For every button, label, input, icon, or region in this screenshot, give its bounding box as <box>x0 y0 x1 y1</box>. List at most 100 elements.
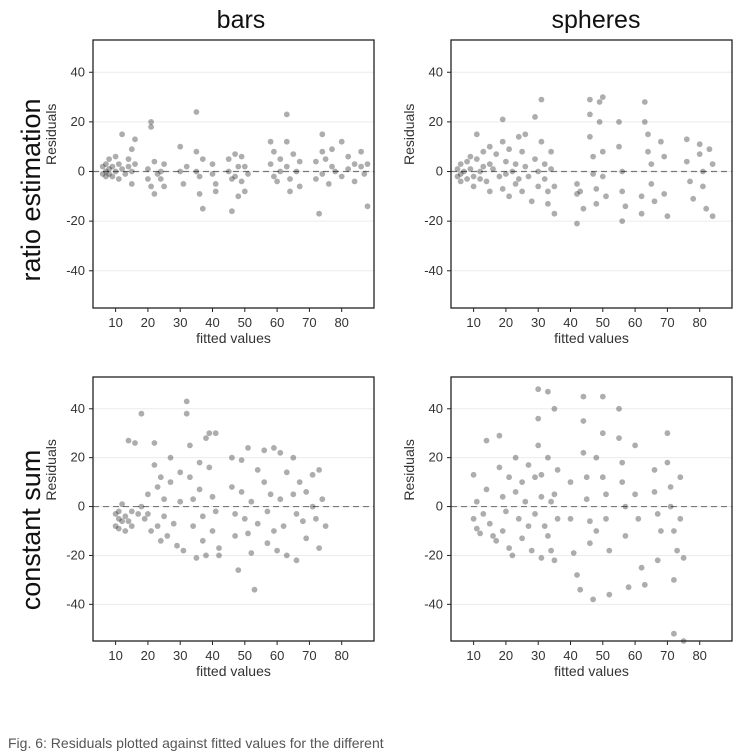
y-tick-label: -20 <box>66 213 85 228</box>
data-point <box>457 161 464 168</box>
data-point <box>638 193 645 200</box>
data-point <box>477 530 483 537</box>
data-point <box>528 198 535 205</box>
data-point <box>580 449 587 456</box>
x-tick-label: 10 <box>466 315 480 330</box>
data-point <box>332 168 339 175</box>
data-point <box>493 151 500 158</box>
data-point <box>187 442 193 449</box>
data-point <box>606 591 613 598</box>
data-point <box>177 168 184 175</box>
y-tick-label: 0 <box>436 164 443 179</box>
data-point <box>671 577 677 583</box>
y-axis-label: Residuals <box>401 104 417 165</box>
figure-caption: Fig. 6: Residuals plotted against fitted… <box>8 735 384 751</box>
data-point <box>616 405 622 412</box>
data-point <box>303 489 310 495</box>
data-point <box>648 181 655 187</box>
data-point <box>635 515 642 522</box>
x-tick-label: 40 <box>563 315 577 330</box>
panel-constant-sum-bars: -40 -20 0 20 40 10 20 30 40 50 60 70 80 fitted values… <box>43 376 375 679</box>
data-point <box>161 183 168 190</box>
data-point <box>287 176 293 182</box>
y-tick-label: -40 <box>424 596 443 611</box>
data-point <box>319 171 326 177</box>
data-point <box>664 430 671 437</box>
data-point <box>345 153 352 160</box>
data-point <box>619 479 626 485</box>
data-point <box>677 515 684 522</box>
data-point <box>293 168 300 175</box>
data-point <box>648 161 655 168</box>
data-point <box>241 515 248 522</box>
x-tick-label: 80 <box>692 315 706 330</box>
x-axis-label: fitted values <box>196 330 271 346</box>
data-point <box>619 459 626 466</box>
data-point <box>199 156 206 163</box>
data-point <box>593 528 600 534</box>
data-point <box>125 518 132 525</box>
data-point <box>548 148 554 155</box>
data-point <box>283 163 290 170</box>
data-point <box>545 533 551 539</box>
data-point <box>480 148 487 155</box>
data-point <box>196 173 203 180</box>
data-point <box>545 200 551 207</box>
data-point <box>193 148 200 155</box>
x-tick-label: 40 <box>563 648 577 663</box>
data-point <box>574 220 580 227</box>
data-point <box>632 442 638 449</box>
data-point <box>232 533 239 539</box>
data-point <box>454 173 461 180</box>
data-point <box>245 445 251 451</box>
data-point <box>225 156 232 163</box>
data-point <box>599 430 606 437</box>
data-point <box>319 148 326 155</box>
data-point <box>470 515 477 522</box>
data-point <box>287 188 293 195</box>
data-point <box>229 454 235 461</box>
data-point <box>480 163 487 170</box>
data-point <box>587 111 593 118</box>
data-point <box>277 156 284 163</box>
panel-ratio-estimation-bars: -40 -20 0 20 40 10 20 30 40 50 60 70 80 fitted values… <box>43 39 375 346</box>
data-point <box>577 586 584 593</box>
data-point <box>535 415 542 422</box>
data-point <box>351 178 358 185</box>
x-tick-label: 30 <box>173 648 187 663</box>
x-tick-label: 80 <box>334 315 348 330</box>
data-point <box>180 547 187 554</box>
data-point <box>177 498 184 505</box>
data-point <box>206 464 213 471</box>
data-point <box>548 547 554 554</box>
data-point <box>515 176 522 182</box>
panel-frame <box>450 376 733 642</box>
y-tick-label: 40 <box>429 401 443 416</box>
data-point <box>319 496 326 503</box>
data-point <box>338 173 345 180</box>
data-point <box>690 195 697 202</box>
data-point <box>535 442 542 449</box>
y-tick-label: -40 <box>66 596 85 611</box>
data-point <box>309 503 316 510</box>
data-point <box>148 119 155 125</box>
data-point <box>596 119 603 125</box>
data-point <box>271 148 277 155</box>
data-point <box>638 564 645 571</box>
data-point <box>358 163 364 170</box>
data-point <box>706 146 713 153</box>
data-point <box>190 523 197 529</box>
data-point <box>506 545 512 551</box>
data-point <box>216 552 222 559</box>
y-tick-label: -20 <box>66 547 85 562</box>
data-point <box>283 469 290 476</box>
data-point <box>183 410 190 417</box>
data-point <box>486 188 493 195</box>
y-tick-label: -20 <box>424 213 443 228</box>
data-point <box>661 153 668 160</box>
data-point <box>532 156 538 163</box>
data-point <box>590 596 596 603</box>
data-point <box>164 533 171 539</box>
data-point <box>503 158 509 165</box>
data-point <box>203 552 209 559</box>
